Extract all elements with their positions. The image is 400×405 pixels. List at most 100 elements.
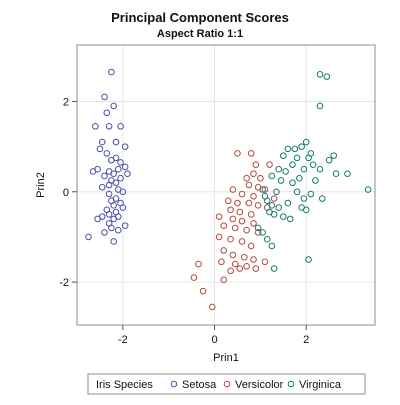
point-versicolor	[227, 235, 234, 243]
point-virginica	[316, 165, 324, 173]
point-versicolor	[231, 260, 239, 268]
point-versicolor	[220, 222, 228, 229]
legend-marker-setosa	[170, 380, 178, 388]
point-versicolor	[243, 174, 250, 182]
point-virginica	[270, 265, 278, 272]
point-versicolor	[227, 267, 234, 275]
point-virginica	[307, 190, 315, 198]
point-virginica	[259, 186, 266, 193]
x-tick-label: -2	[118, 334, 128, 346]
point-versicolor	[195, 260, 202, 268]
point-versicolor	[190, 274, 198, 281]
point-versicolor	[220, 247, 228, 254]
point-virginica	[296, 174, 303, 182]
point-virginica	[325, 156, 333, 164]
point-virginica	[286, 215, 294, 223]
point-virginica	[254, 224, 262, 232]
point-setosa	[119, 204, 127, 211]
data-markers	[85, 68, 372, 311]
point-versicolor	[245, 199, 253, 207]
point-versicolor	[229, 215, 237, 223]
legend-label-versicolor: Versicolor	[235, 379, 284, 391]
point-virginica	[280, 152, 287, 159]
point-virginica	[302, 138, 310, 146]
point-virginica	[293, 154, 301, 162]
point-setosa	[108, 156, 115, 164]
point-versicolor	[238, 190, 246, 198]
axis-ticks: -2 0 2 -2 0 2	[59, 96, 309, 346]
point-setosa	[96, 145, 104, 153]
point-setosa	[105, 211, 113, 218]
point-versicolor	[220, 276, 228, 284]
point-versicolor	[236, 208, 244, 216]
point-setosa	[89, 168, 97, 175]
point-virginica	[309, 161, 317, 168]
x-tick-label: 0	[211, 334, 217, 346]
point-virginica	[289, 161, 296, 168]
y-tick-label: -2	[59, 277, 69, 289]
plot-area-frame	[76, 44, 376, 326]
point-virginica	[344, 170, 351, 178]
gridlines	[77, 45, 375, 325]
point-versicolor	[252, 265, 260, 272]
point-versicolor	[261, 258, 269, 266]
point-versicolor	[224, 197, 232, 205]
point-versicolor	[243, 226, 250, 234]
point-setosa	[117, 122, 124, 130]
point-setosa	[101, 172, 108, 180]
point-versicolor	[257, 174, 264, 182]
point-setosa	[105, 190, 113, 198]
legend-label-virginica: Virginica	[299, 379, 342, 391]
point-virginica	[300, 195, 308, 202]
point-versicolor	[229, 251, 237, 259]
point-versicolor	[234, 150, 241, 157]
point-versicolor	[234, 199, 241, 207]
point-setosa	[119, 188, 127, 196]
point-virginica	[280, 213, 287, 220]
point-versicolor	[238, 238, 246, 245]
point-virginica	[259, 229, 266, 236]
point-versicolor	[250, 192, 257, 200]
point-virginica	[318, 195, 326, 202]
point-virginica	[275, 204, 283, 211]
point-setosa	[110, 238, 117, 245]
point-virginica	[289, 179, 296, 187]
point-versicolor	[241, 253, 248, 261]
point-versicolor	[254, 202, 262, 209]
point-virginica	[277, 177, 285, 184]
point-setosa	[103, 109, 111, 117]
point-virginica	[293, 188, 301, 196]
x-axis-label: Prin1	[213, 352, 239, 364]
point-setosa	[92, 122, 99, 130]
point-virginica	[300, 165, 308, 173]
point-virginica	[316, 102, 324, 110]
point-versicolor	[247, 242, 255, 250]
point-virginica	[305, 256, 312, 263]
point-versicolor	[215, 233, 223, 241]
point-setosa	[121, 222, 129, 229]
point-virginica	[332, 170, 340, 178]
point-setosa	[110, 202, 117, 209]
point-versicolor	[266, 161, 273, 168]
point-setosa	[110, 102, 117, 110]
y-axis-label: Prin2	[35, 172, 47, 198]
point-virginica	[268, 172, 276, 180]
chart-subtitle: Aspect Ratio 1:1	[157, 28, 243, 40]
y-tick-label: 2	[63, 96, 69, 108]
point-versicolor	[247, 150, 255, 157]
point-virginica	[364, 186, 372, 193]
point-versicolor	[247, 211, 255, 218]
point-setosa	[117, 174, 124, 182]
point-setosa	[108, 68, 115, 76]
point-versicolor	[250, 256, 257, 263]
point-setosa	[114, 165, 122, 173]
point-setosa	[103, 150, 111, 157]
point-versicolor	[250, 220, 257, 227]
point-virginica	[316, 71, 324, 78]
point-versicolor	[199, 287, 207, 295]
legend-marker-versicolor	[223, 380, 231, 388]
point-versicolor	[238, 217, 246, 225]
point-versicolor	[245, 181, 253, 189]
